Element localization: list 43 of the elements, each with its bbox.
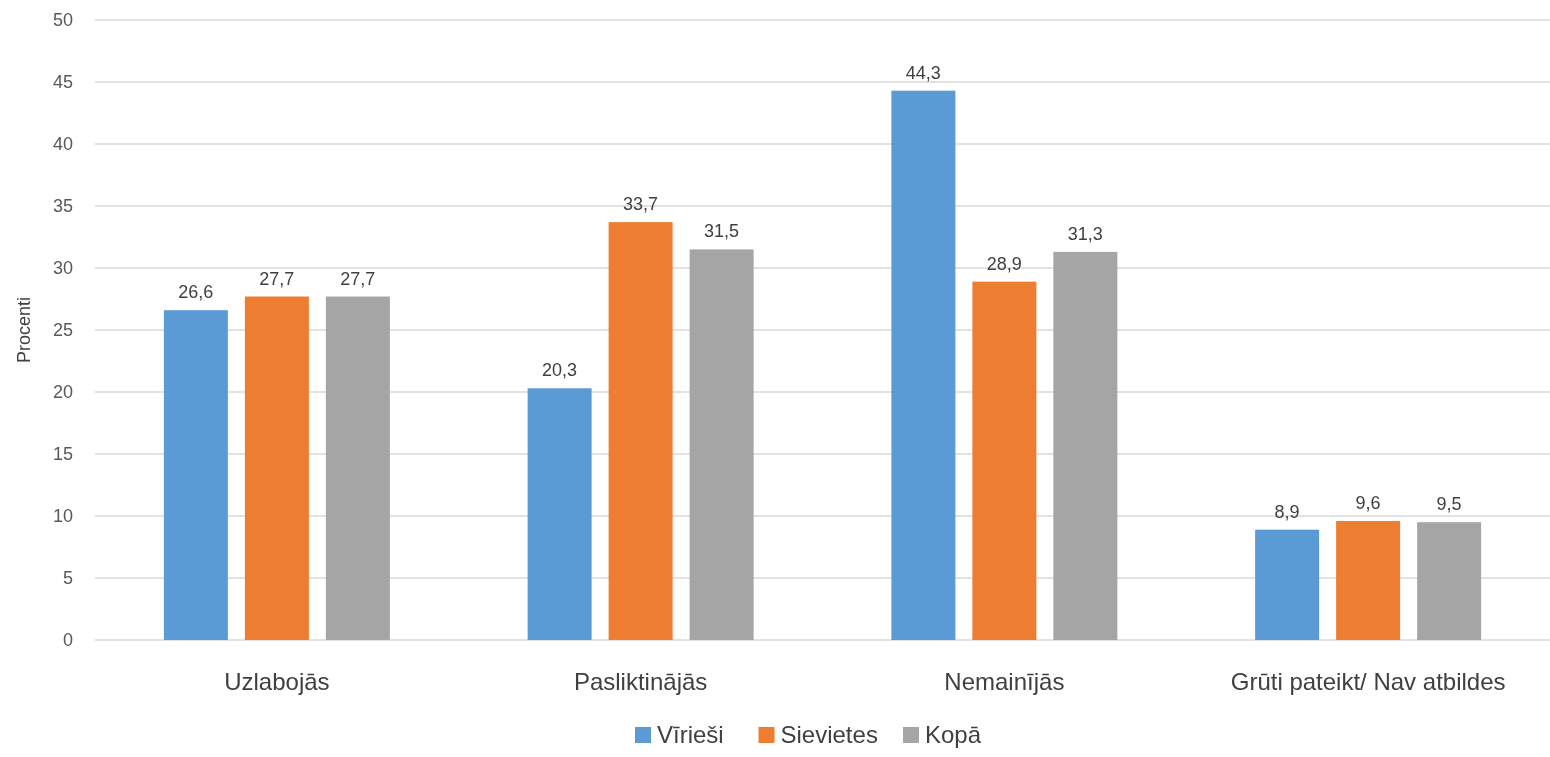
data-label: 20,3 (542, 360, 578, 381)
legend-label: Kopā (925, 721, 982, 748)
y-tick-label: 30 (52, 258, 73, 279)
data-label: 31,3 (1067, 223, 1103, 244)
x-tick-label: Uzlabojās (224, 668, 330, 695)
data-label: 27,7 (340, 268, 376, 289)
data-label: 26,6 (178, 282, 214, 303)
x-tick-label: Grūti pateikt/ Nav atbildes (1230, 668, 1506, 695)
data-label: 27,7 (259, 268, 295, 289)
bar (244, 296, 309, 640)
bar (527, 388, 592, 640)
y-tick-label: 40 (52, 134, 73, 155)
data-label: 8,9 (1274, 501, 1300, 522)
bar (608, 222, 673, 640)
data-label: 28,9 (986, 253, 1022, 274)
data-label: 44,3 (905, 62, 941, 83)
bar (163, 310, 228, 640)
y-tick-label: 25 (52, 320, 73, 341)
legend-label: Sievietes (780, 721, 878, 748)
y-tick-label: 10 (52, 506, 73, 527)
bar (1336, 520, 1401, 640)
y-tick-label: 50 (52, 10, 73, 31)
data-label: 33,7 (623, 194, 659, 215)
data-label: 9,6 (1355, 492, 1381, 513)
bar (1417, 522, 1482, 640)
x-tick-label: Pasliktinājās (573, 668, 708, 695)
bar (972, 281, 1037, 640)
y-axis-title: Procenti (14, 296, 34, 364)
y-tick-label: 5 (62, 568, 73, 589)
data-label: 9,5 (1436, 494, 1462, 515)
y-tick-label: 20 (52, 382, 73, 403)
legend-label: Vīrieši (657, 721, 724, 748)
data-label: 31,5 (704, 221, 740, 242)
bar (1053, 251, 1118, 640)
bar (891, 90, 956, 640)
y-tick-label: 35 (52, 196, 73, 217)
y-tick-label: 0 (62, 630, 73, 651)
bar (325, 296, 390, 640)
bar (689, 249, 754, 640)
y-tick-label: 45 (52, 72, 73, 93)
x-tick-label: Nemainījās (944, 668, 1065, 695)
bar (1255, 529, 1320, 640)
y-tick-label: 15 (52, 444, 73, 465)
